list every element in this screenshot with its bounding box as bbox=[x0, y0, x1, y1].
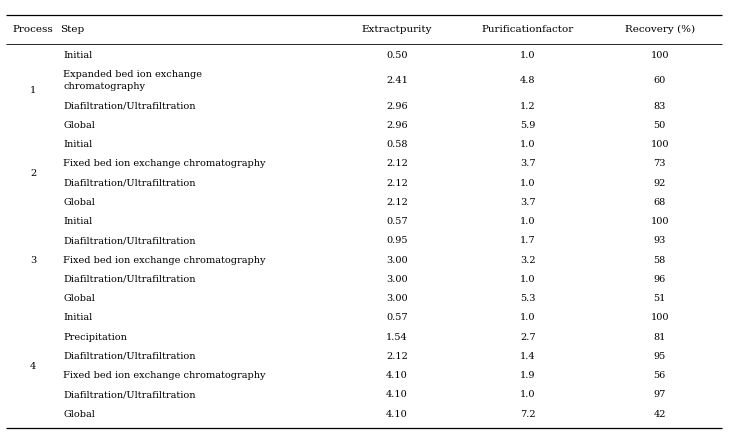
Text: 50: 50 bbox=[654, 121, 666, 130]
Text: 56: 56 bbox=[654, 371, 666, 380]
Text: 2.12: 2.12 bbox=[386, 352, 408, 361]
Text: 1.4: 1.4 bbox=[520, 352, 536, 361]
Text: Initial: Initial bbox=[63, 140, 93, 149]
Text: 1.0: 1.0 bbox=[520, 179, 536, 187]
Text: 1.9: 1.9 bbox=[520, 371, 536, 380]
Text: 1.0: 1.0 bbox=[520, 275, 536, 284]
Text: 2.7: 2.7 bbox=[520, 333, 536, 342]
Text: 1.0: 1.0 bbox=[520, 217, 536, 226]
Text: Global: Global bbox=[63, 410, 95, 419]
Text: 0.50: 0.50 bbox=[386, 51, 408, 60]
Text: Global: Global bbox=[63, 121, 95, 130]
Text: 100: 100 bbox=[650, 217, 669, 226]
Text: Initial: Initial bbox=[63, 313, 93, 322]
Text: 3.00: 3.00 bbox=[386, 294, 408, 303]
Text: 60: 60 bbox=[654, 76, 666, 85]
Text: 92: 92 bbox=[654, 179, 666, 187]
Text: Precipitation: Precipitation bbox=[63, 333, 128, 342]
Text: Fixed bed ion exchange chromatography: Fixed bed ion exchange chromatography bbox=[63, 371, 266, 380]
Text: 1.0: 1.0 bbox=[520, 51, 536, 60]
Text: Fixed bed ion exchange chromatography: Fixed bed ion exchange chromatography bbox=[63, 255, 266, 265]
Text: 100: 100 bbox=[650, 51, 669, 60]
Text: 3.00: 3.00 bbox=[386, 255, 408, 265]
Text: 100: 100 bbox=[650, 140, 669, 149]
Text: 4: 4 bbox=[30, 361, 36, 371]
Text: Diafiltration/Ultrafiltration: Diafiltration/Ultrafiltration bbox=[63, 102, 196, 111]
Text: 42: 42 bbox=[654, 410, 666, 419]
Text: 3.2: 3.2 bbox=[520, 255, 536, 265]
Text: Process: Process bbox=[13, 25, 54, 34]
Text: Expanded bed ion exchange
chromatography: Expanded bed ion exchange chromatography bbox=[63, 70, 203, 91]
Text: 0.57: 0.57 bbox=[386, 313, 408, 322]
Text: 95: 95 bbox=[654, 352, 666, 361]
Text: 51: 51 bbox=[654, 294, 666, 303]
Text: 1.0: 1.0 bbox=[520, 390, 536, 399]
Text: 2.96: 2.96 bbox=[386, 121, 408, 130]
Text: 2.41: 2.41 bbox=[386, 76, 408, 85]
Text: 1.54: 1.54 bbox=[386, 333, 408, 342]
Text: 2.12: 2.12 bbox=[386, 198, 408, 207]
Text: Diafiltration/Ultrafiltration: Diafiltration/Ultrafiltration bbox=[63, 179, 196, 187]
Text: 0.57: 0.57 bbox=[386, 217, 408, 226]
Text: Step: Step bbox=[60, 25, 85, 34]
Text: Purificationfactor: Purificationfactor bbox=[481, 25, 574, 34]
Text: 5.3: 5.3 bbox=[520, 294, 536, 303]
Text: Diafiltration/Ultrafiltration: Diafiltration/Ultrafiltration bbox=[63, 352, 196, 361]
Text: 4.10: 4.10 bbox=[386, 371, 408, 380]
Text: 4.10: 4.10 bbox=[386, 390, 408, 399]
Text: 1.7: 1.7 bbox=[520, 236, 536, 245]
Text: 3: 3 bbox=[30, 255, 36, 265]
Text: Initial: Initial bbox=[63, 217, 93, 226]
Text: 97: 97 bbox=[654, 390, 666, 399]
Text: 100: 100 bbox=[650, 313, 669, 322]
Text: 1: 1 bbox=[30, 86, 36, 95]
Text: 0.95: 0.95 bbox=[386, 236, 408, 245]
Text: 2: 2 bbox=[30, 169, 36, 178]
Text: 2.12: 2.12 bbox=[386, 179, 408, 187]
Text: 1.0: 1.0 bbox=[520, 140, 536, 149]
Text: 4.10: 4.10 bbox=[386, 410, 408, 419]
Text: 3.7: 3.7 bbox=[520, 198, 536, 207]
Text: Initial: Initial bbox=[63, 51, 93, 60]
Text: 2.12: 2.12 bbox=[386, 159, 408, 168]
Text: Fixed bed ion exchange chromatography: Fixed bed ion exchange chromatography bbox=[63, 159, 266, 168]
Text: Diafiltration/Ultrafiltration: Diafiltration/Ultrafiltration bbox=[63, 275, 196, 284]
Text: 93: 93 bbox=[654, 236, 666, 245]
Text: 96: 96 bbox=[654, 275, 666, 284]
Text: Extractpurity: Extractpurity bbox=[362, 25, 432, 34]
Text: 73: 73 bbox=[654, 159, 666, 168]
Text: 1.0: 1.0 bbox=[520, 313, 536, 322]
Text: 58: 58 bbox=[654, 255, 666, 265]
Text: 2.96: 2.96 bbox=[386, 102, 408, 111]
Text: 5.9: 5.9 bbox=[520, 121, 535, 130]
Text: 68: 68 bbox=[654, 198, 666, 207]
Text: 3.7: 3.7 bbox=[520, 159, 536, 168]
Text: 7.2: 7.2 bbox=[520, 410, 536, 419]
Text: Recovery (%): Recovery (%) bbox=[624, 25, 695, 34]
Text: Diafiltration/Ultrafiltration: Diafiltration/Ultrafiltration bbox=[63, 390, 196, 399]
Text: Global: Global bbox=[63, 294, 95, 303]
Text: 0.58: 0.58 bbox=[386, 140, 408, 149]
Text: 4.8: 4.8 bbox=[520, 76, 536, 85]
Text: 81: 81 bbox=[654, 333, 666, 342]
Text: Diafiltration/Ultrafiltration: Diafiltration/Ultrafiltration bbox=[63, 236, 196, 245]
Text: Global: Global bbox=[63, 198, 95, 207]
Text: 3.00: 3.00 bbox=[386, 275, 408, 284]
Text: 83: 83 bbox=[654, 102, 666, 111]
Text: 1.2: 1.2 bbox=[520, 102, 536, 111]
